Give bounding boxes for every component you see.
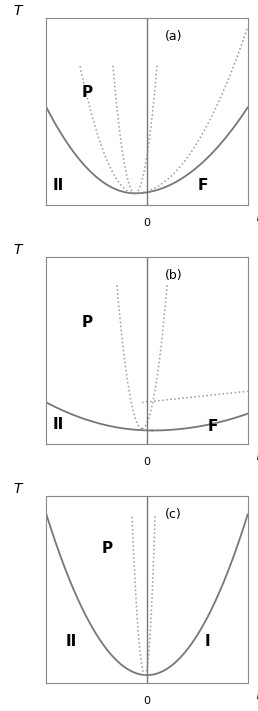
Text: P: P [81, 315, 92, 330]
Text: $T$: $T$ [13, 242, 24, 257]
Text: P: P [81, 85, 92, 100]
Text: II: II [53, 417, 64, 432]
Text: P: P [101, 540, 112, 555]
Text: II: II [53, 178, 64, 193]
Text: (a): (a) [164, 30, 182, 43]
Text: $\beta$: $\beta$ [256, 444, 258, 462]
Text: $T$: $T$ [13, 482, 24, 496]
Text: $\beta$: $\beta$ [256, 205, 258, 223]
Text: (c): (c) [165, 508, 182, 521]
Text: I: I [205, 634, 210, 649]
Text: 0: 0 [143, 218, 151, 228]
Text: $T$: $T$ [13, 4, 24, 18]
Text: 0: 0 [143, 456, 151, 466]
Text: $\beta$: $\beta$ [256, 683, 258, 701]
Text: II: II [66, 634, 77, 649]
Text: 0: 0 [143, 695, 151, 705]
Text: F: F [197, 178, 208, 193]
Text: (b): (b) [164, 269, 182, 282]
Text: F: F [207, 419, 218, 434]
